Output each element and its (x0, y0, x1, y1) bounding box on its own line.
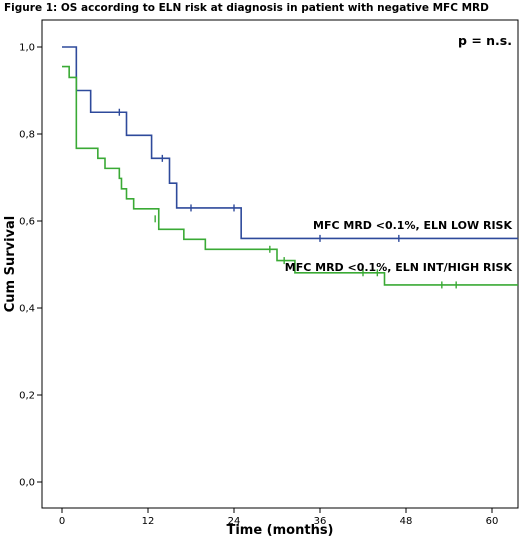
x-tick-label: 60 (486, 516, 499, 527)
x-tick-label: 12 (142, 516, 155, 527)
x-tick-label: 0 (59, 516, 65, 527)
x-tick-label: 24 (228, 516, 241, 527)
series-label-int-high-risk: MFC MRD <0.1%, ELN INT/HIGH RISK (285, 261, 513, 274)
plot-frame (41, 19, 519, 509)
y-tick-label: 0,4 (19, 304, 35, 315)
chart-axes: 0,0 0,2 0,4 0,6 0,8 1,0 0 12 24 36 48 60 (19, 19, 519, 527)
km-curve-series-1 (62, 65, 518, 286)
y-tick-label: 1,0 (19, 43, 35, 54)
y-tick-label: 0,8 (19, 130, 35, 141)
y-tick-label: 0,6 (19, 217, 35, 228)
y-tick-label: 0,2 (19, 391, 35, 402)
y-tick-label: 0,0 (19, 478, 35, 489)
p-value-annotation: p = n.s. (458, 33, 512, 48)
x-tick-label: 36 (314, 516, 327, 527)
figure-title: Figure 1: OS according to ELN risk at di… (4, 2, 489, 14)
y-axis-title: Cum Survival (3, 216, 18, 313)
x-axis-title: Time (months) (226, 523, 333, 538)
x-tick-label: 48 (400, 516, 413, 527)
series-layer (62, 46, 518, 289)
series-label-low-risk: MFC MRD <0.1%, ELN LOW RISK (313, 219, 512, 232)
km-curve-series-0 (62, 46, 518, 240)
